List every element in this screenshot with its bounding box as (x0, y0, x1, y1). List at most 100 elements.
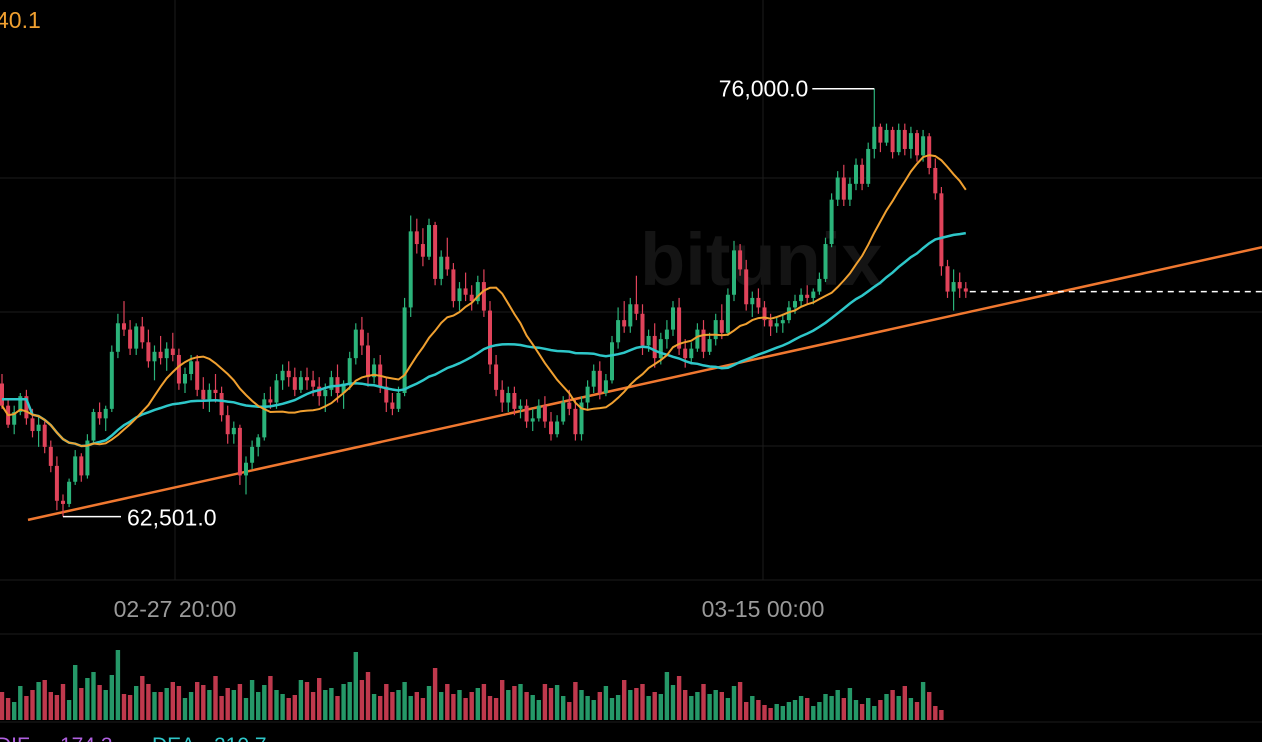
candle-body (195, 361, 200, 390)
candle-body (128, 329, 133, 349)
candle-body (213, 389, 218, 394)
volume-bar (310, 692, 316, 720)
candle-body (85, 440, 90, 476)
high-annotation: 76,000.0 (719, 76, 809, 102)
volume-bar (182, 698, 188, 720)
volume-bar (378, 696, 383, 720)
volume-bar (853, 700, 859, 720)
candle-body (603, 380, 608, 394)
indicator-value: 174.3 (60, 734, 113, 742)
volume-bar (554, 685, 560, 720)
volume-bar (335, 696, 340, 720)
candle-body (823, 244, 828, 279)
candle-body (109, 351, 114, 409)
volume-bar (469, 692, 474, 720)
candle-body (524, 405, 529, 422)
volume-bar (390, 692, 395, 720)
volume-bar (24, 696, 29, 720)
volume-bar (811, 706, 816, 720)
volume-bar (805, 698, 810, 720)
candle-body (12, 412, 17, 425)
volume-bar (384, 684, 389, 720)
volume-bar (823, 694, 828, 720)
candle-body (677, 307, 682, 349)
volume-bar (731, 686, 737, 720)
volume-bar (597, 692, 602, 720)
volume-bar (634, 688, 639, 720)
volume-bar (536, 700, 541, 720)
grid (0, 0, 1262, 723)
volume-bar (652, 692, 657, 720)
volume-bar (475, 688, 480, 720)
candle-body (286, 370, 291, 378)
volume-bar (518, 684, 523, 720)
volume-bar (371, 694, 377, 720)
candle-body (701, 329, 706, 352)
candle-body (841, 177, 846, 200)
ma-fast-line (1, 154, 967, 448)
candle-body (140, 326, 145, 343)
volume-bar (231, 690, 236, 720)
volume-bar (347, 682, 352, 720)
candle-body (24, 396, 29, 419)
candle-body (79, 456, 84, 476)
candle-body (744, 269, 749, 305)
candle-body (847, 183, 852, 200)
candle-body (610, 342, 614, 381)
candle-body (585, 386, 590, 403)
indicator-label: DIF (0, 734, 30, 742)
volume-bar (927, 692, 932, 720)
watermark-logo: bitunix (640, 218, 883, 301)
volume-bar (164, 688, 169, 720)
candle-body (933, 167, 938, 194)
candle-body (408, 231, 413, 308)
candle-body (549, 421, 553, 435)
candle-body (793, 301, 797, 308)
indicator-value: 210.7 (214, 734, 267, 742)
volume-bar (48, 692, 53, 720)
volume-bar (207, 690, 212, 720)
candle-body (518, 405, 523, 409)
candle-body (707, 339, 712, 352)
volume-bar (591, 700, 596, 720)
candle-body (811, 291, 816, 298)
volume-bar (548, 688, 554, 720)
candle-body (201, 389, 206, 400)
volume-bar (530, 695, 535, 720)
volume-bar (237, 684, 243, 720)
candle-body (341, 383, 346, 394)
candle-body (48, 446, 53, 466)
candle-body (103, 408, 108, 419)
volume-bar (878, 700, 883, 720)
macd-labels: DIF 174.3 DEA 210.7 (0, 734, 267, 742)
volume-bar (286, 698, 291, 720)
volume-bar (670, 685, 676, 720)
candle-body (890, 129, 895, 153)
volume-bar (414, 692, 419, 720)
volume-bar (506, 690, 511, 720)
candle-body (176, 354, 181, 384)
volume-bar (713, 690, 718, 720)
candle-body (366, 345, 370, 378)
candle-body (579, 402, 584, 435)
candle-body (512, 393, 517, 409)
candle-body (262, 399, 267, 438)
candle-body (152, 351, 157, 362)
volume-bar (512, 686, 517, 720)
volume-bar (762, 705, 767, 720)
candle-body (481, 282, 486, 311)
annotations: 76,000.0 62,501.0 (63, 76, 875, 531)
volume-bar (12, 702, 17, 720)
volume-bar (219, 696, 224, 720)
candle-body (536, 405, 541, 419)
indicator-label: DEA (152, 734, 195, 742)
candle-body (244, 462, 248, 476)
volume-bar (622, 680, 627, 720)
volume-bar (750, 696, 755, 720)
x-axis: 02-27 20:00 03-15 00:00 (114, 596, 825, 622)
candle-body (463, 288, 468, 295)
volume-bar (317, 678, 322, 720)
volume-bar (908, 698, 914, 720)
x-tick-label: 03-15 00:00 (702, 596, 825, 622)
volume-bar (579, 690, 584, 720)
